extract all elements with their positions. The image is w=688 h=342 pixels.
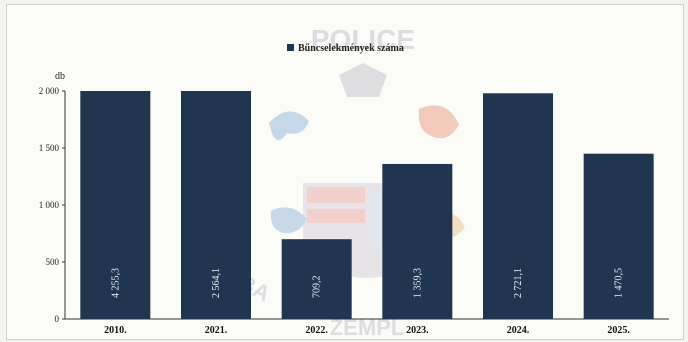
legend-swatch (287, 44, 294, 51)
x-tick-label: 2010. (104, 325, 127, 336)
y-tick-label: 2 000 (39, 86, 60, 96)
griffin-left-shape (269, 111, 309, 141)
shield-stripe (307, 187, 365, 203)
x-tick-label: 2021. (205, 325, 228, 336)
data-label: 2 721,1 (513, 268, 524, 298)
x-tick-label: 2022. (305, 325, 328, 336)
griffin-right-shape (418, 105, 459, 139)
shield-stripe (307, 209, 365, 223)
data-label: 4 255,3 (110, 268, 121, 298)
chart-frame: POLICE BA ZEMPL Bűncselekmények száma db… (6, 4, 684, 340)
x-axis-labels: 2010. 2021. 2022. 2023. 2024. 2025. (104, 325, 630, 336)
data-label: 2 564,1 (211, 268, 222, 298)
y-tick-label: 1 000 (39, 200, 60, 210)
data-label: 1 359,3 (412, 268, 423, 298)
legend-label: Bűncselekmények száma (298, 43, 404, 54)
eagle-shape (339, 63, 387, 97)
x-tick-label: 2025. (607, 325, 630, 336)
y-tick-label: 500 (46, 257, 60, 267)
y-tick-label: 1 500 (39, 143, 60, 153)
bar-chart: POLICE BA ZEMPL Bűncselekmények száma db… (39, 24, 669, 339)
bar (382, 163, 453, 319)
y-axis-unit: db (55, 71, 65, 82)
data-label: 1 470,5 (614, 268, 625, 298)
griffin-lower-left-shape (270, 207, 307, 234)
y-axis-ticks: 0 500 1 000 1 500 2 000 (39, 86, 65, 324)
x-tick-label: 2024. (507, 325, 530, 336)
x-tick-label: 2023. (406, 325, 429, 336)
data-label: 709,2 (312, 276, 323, 299)
bar (583, 153, 654, 319)
legend: Bűncselekmények száma (287, 43, 404, 54)
bar (281, 239, 352, 319)
bar (181, 91, 251, 319)
bar (483, 93, 553, 319)
watermark-top-text: POLICE (311, 24, 415, 55)
bars: 4 255,3 2 564,1 709,2 1 359,3 2 721,1 1 470,5 (80, 91, 654, 319)
y-tick-label: 0 (55, 314, 60, 324)
bar (80, 91, 151, 319)
